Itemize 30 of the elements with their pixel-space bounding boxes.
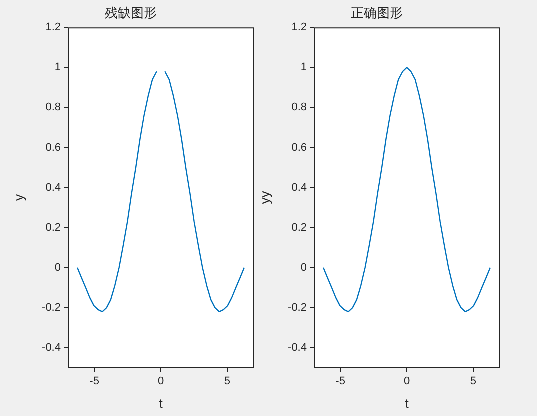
- x-tick-label: 5: [224, 376, 230, 388]
- y-tick-label: -0.2: [42, 302, 61, 314]
- y-tick-label: 0.4: [46, 182, 61, 194]
- y-tick-label: 0: [300, 262, 307, 274]
- y-tick-label: 0.4: [292, 182, 307, 194]
- x-tick-label: -5: [336, 376, 346, 388]
- y-tick-label: 1.2: [46, 22, 61, 34]
- y-tick-label: 0.6: [46, 142, 61, 154]
- y-tick-label: -0.2: [288, 302, 307, 314]
- y-tick-label: 0.2: [292, 222, 307, 234]
- chart-title: 残缺图形: [105, 5, 157, 20]
- x-tick-label: 0: [404, 376, 410, 388]
- y-tick-label: 0: [54, 262, 61, 274]
- x-tick-label: 0: [158, 376, 164, 388]
- y-tick-label: 1: [300, 62, 307, 74]
- x-tick-label: 5: [470, 376, 476, 388]
- x-axis-title: t: [405, 396, 410, 411]
- y-tick-label: 0.8: [292, 102, 307, 114]
- x-axis-title: t: [159, 396, 164, 411]
- y-tick-label: 0.8: [46, 102, 61, 114]
- y-tick-label: 0.6: [292, 142, 307, 154]
- x-tick-label: -5: [90, 376, 100, 388]
- y-tick-label: 0.2: [46, 222, 61, 234]
- y-tick-label: -0.4: [288, 342, 307, 354]
- chart-title: 正确图形: [351, 5, 403, 20]
- y-tick-label: -0.4: [42, 342, 61, 354]
- y-axis-title: y: [11, 194, 26, 202]
- y-tick-label: 1: [54, 62, 61, 74]
- y-axis-title: yy: [257, 190, 272, 204]
- y-tick-label: 1.2: [292, 22, 307, 34]
